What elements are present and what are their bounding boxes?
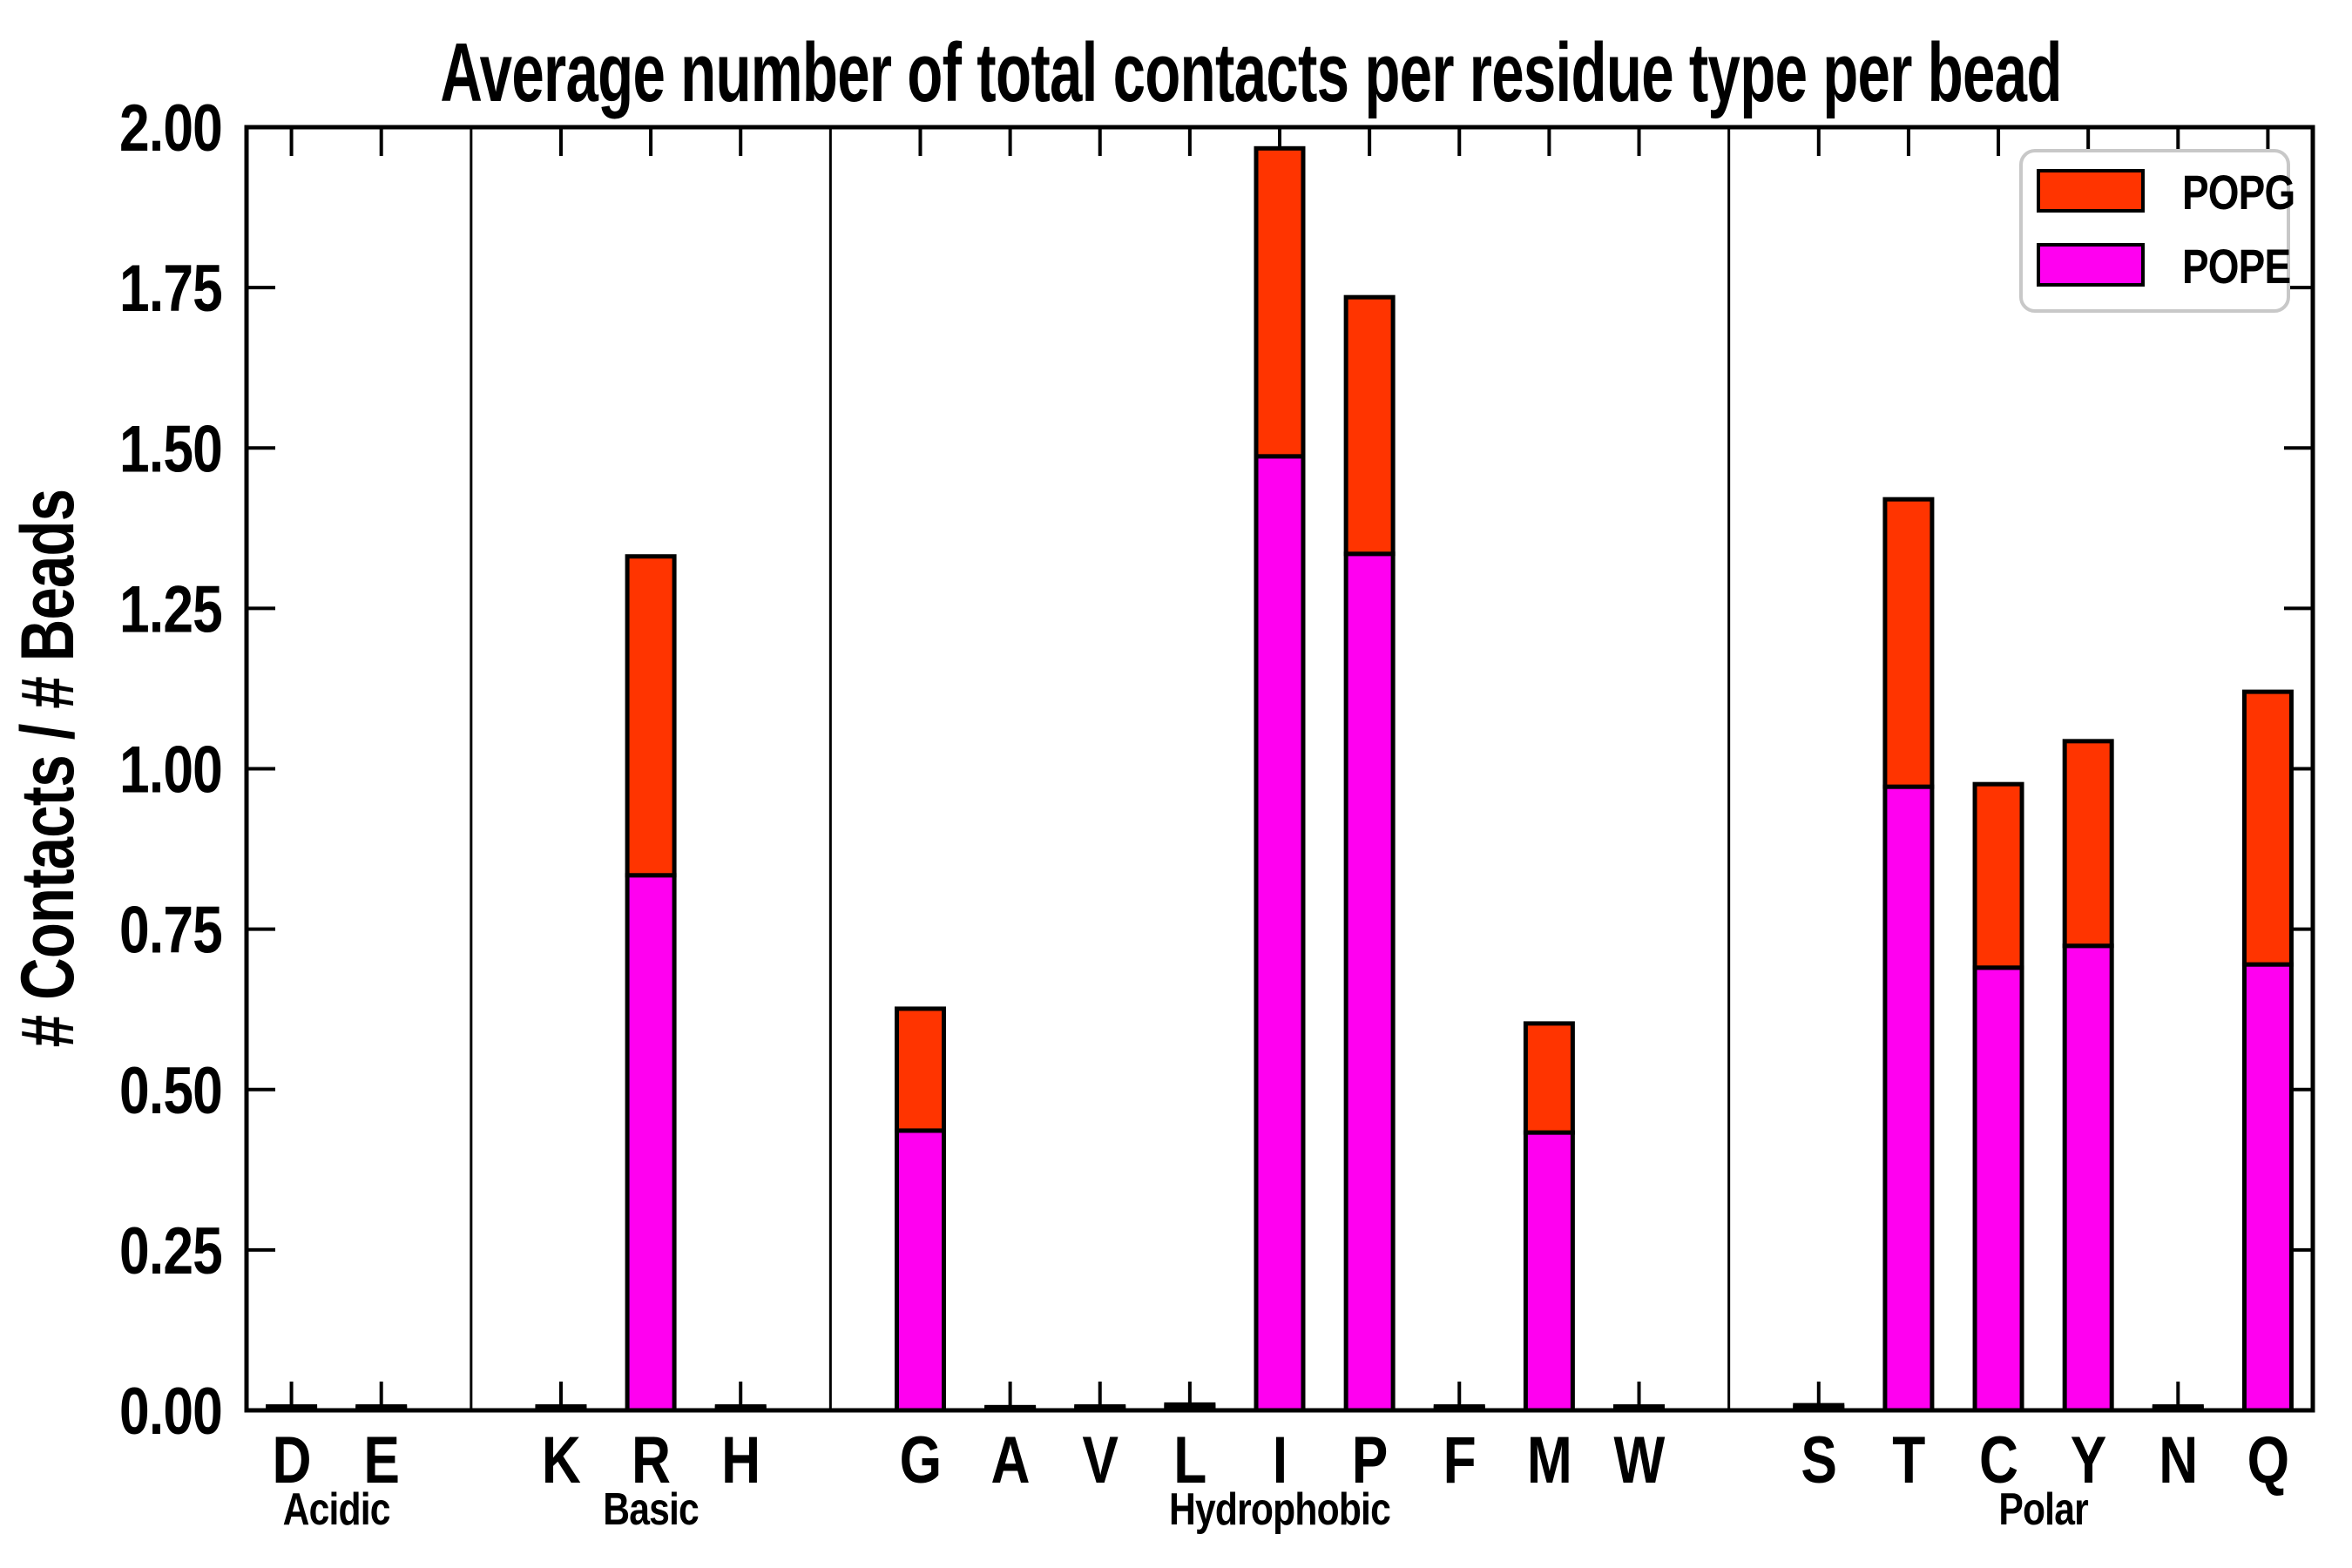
legend-swatch-pope xyxy=(2037,243,2145,287)
bar-Y-popg xyxy=(2062,739,2114,949)
bar-M-popg xyxy=(1523,1021,1575,1135)
y-tick-label-1.25: 1.25 xyxy=(119,571,222,645)
bar-I-popg xyxy=(1254,145,1306,459)
bar-T-popg xyxy=(1882,497,1935,789)
bar-G-popg xyxy=(894,1006,946,1133)
x-tick-label-H: H xyxy=(721,1423,760,1497)
bar-A-popg xyxy=(984,1404,1037,1411)
group-label-basic: Basic xyxy=(603,1484,699,1535)
bar-V-popg xyxy=(1074,1404,1126,1410)
x-tick-label-N: N xyxy=(2159,1423,2197,1497)
bar-W-popg xyxy=(1613,1404,1666,1410)
x-tick-label-M: M xyxy=(1527,1423,1571,1497)
bar-L-popg xyxy=(1164,1402,1216,1409)
legend: POPG POPE xyxy=(2019,149,2295,313)
x-tick-label-P: P xyxy=(1352,1423,1388,1497)
bar-D-popg xyxy=(266,1404,318,1410)
x-tick-label-G: G xyxy=(900,1423,942,1497)
legend-label-pope: POPE xyxy=(2182,240,2290,294)
bar-S-popg xyxy=(1793,1402,1845,1409)
plot-area: 0.00 0.25 0.50 0.75 1.00 1.25 1.50 1.75 2.00 D E K R… xyxy=(119,91,2315,1535)
bar-P-pope xyxy=(1343,551,1396,1413)
y-tick-label-0.00: 0.00 xyxy=(119,1374,222,1448)
bar-Q-popg xyxy=(2241,689,2294,967)
bar-H-popg xyxy=(714,1404,767,1410)
x-tick-label-K: K xyxy=(542,1423,581,1497)
y-tick-label-0.50: 0.50 xyxy=(119,1053,222,1127)
y-tick-label-2.00: 2.00 xyxy=(119,91,222,165)
y-tick-label-0.25: 0.25 xyxy=(119,1213,222,1288)
bar-I-pope xyxy=(1254,454,1306,1413)
group-label-hydrophobic: Hydrophobic xyxy=(1169,1484,1390,1535)
x-tick-label-E: E xyxy=(363,1423,399,1497)
bar-T-pope xyxy=(1882,784,1935,1413)
y-axis-label: # Contacts / # Beads xyxy=(6,490,90,1047)
bar-F-popg xyxy=(1433,1404,1485,1410)
y-tick-label-1.00: 1.00 xyxy=(119,733,222,807)
y-tick-label-0.75: 0.75 xyxy=(119,893,222,967)
bar-Q-pope xyxy=(2241,962,2294,1413)
bar-M-pope xyxy=(1523,1130,1575,1413)
bar-Y-pope xyxy=(2062,943,2114,1413)
x-tick-label-T: T xyxy=(1892,1423,1925,1497)
bar-C-popg xyxy=(1972,781,2024,970)
x-tick-label-F: F xyxy=(1443,1423,1476,1497)
bar-N-popg xyxy=(2152,1404,2204,1410)
x-tick-label-D: D xyxy=(272,1423,310,1497)
group-label-polar: Polar xyxy=(1998,1484,2088,1535)
x-tick-label-A: A xyxy=(991,1423,1030,1497)
x-tick-label-C: C xyxy=(1979,1423,2017,1497)
bar-R-popg xyxy=(625,554,677,878)
x-tick-label-Q: Q xyxy=(2247,1423,2289,1497)
x-tick-label-S: S xyxy=(1801,1423,1836,1497)
y-tick-label-1.75: 1.75 xyxy=(119,251,222,325)
x-tick-label-W: W xyxy=(1614,1423,1666,1497)
legend-label-popg: POPG xyxy=(2182,166,2295,220)
x-tick-label-V: V xyxy=(1082,1423,1118,1497)
bar-K-popg xyxy=(535,1404,587,1410)
y-tick-label-1.50: 1.50 xyxy=(119,411,222,485)
legend-swatch-popg xyxy=(2037,169,2145,213)
bar-E-popg xyxy=(355,1404,408,1410)
bar-R-pope xyxy=(625,873,677,1413)
x-tick-label-I: I xyxy=(1273,1423,1287,1497)
bar-P-popg xyxy=(1343,294,1396,557)
chart-title: Average number of total contacts per res… xyxy=(440,25,2061,119)
bar-G-pope xyxy=(894,1128,946,1413)
bar-C-pope xyxy=(1972,965,2024,1413)
x-tick-label-R: R xyxy=(632,1423,670,1497)
group-label-acidic: Acidic xyxy=(283,1484,390,1535)
x-tick-label-L: L xyxy=(1173,1423,1206,1497)
x-tick-label-Y: Y xyxy=(2071,1423,2106,1497)
